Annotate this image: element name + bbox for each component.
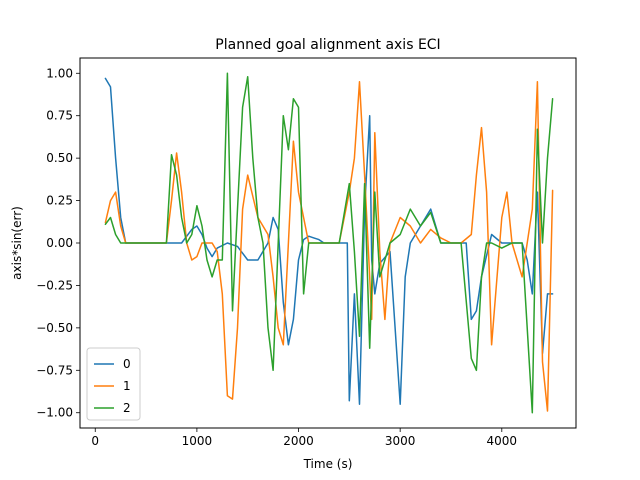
- y-tick-label: −0.75: [36, 363, 73, 377]
- y-tick-label: 0.25: [46, 194, 73, 208]
- y-tick-label: −0.25: [36, 278, 73, 292]
- series-layer: [104, 72, 554, 414]
- legend: 0 1 2: [86, 347, 141, 421]
- y-tick-label: 1.00: [46, 66, 73, 80]
- x-axis-label: Time (s): [303, 457, 353, 471]
- legend-label: 1: [123, 379, 131, 393]
- y-tick-label: −1.00: [36, 406, 73, 420]
- x-tick-label: 3000: [385, 434, 416, 448]
- series-2-line: [104, 72, 554, 414]
- y-axis: −1.00 −0.75 −0.50 −0.25 0.00 0.25 0.50 0.75 1.00: [36, 66, 80, 420]
- x-tick-label: 0: [91, 434, 99, 448]
- y-axis-label: axis*sin(err): [10, 206, 24, 280]
- x-tick-label: 4000: [487, 434, 518, 448]
- x-tick-label: 1000: [182, 434, 213, 448]
- y-tick-label: 0.50: [46, 151, 73, 165]
- y-tick-label: 0.75: [46, 109, 73, 123]
- legend-label: 2: [123, 401, 131, 415]
- x-tick-label: 2000: [283, 434, 314, 448]
- y-tick-label: −0.50: [36, 321, 73, 335]
- x-axis: 0 1000 2000 3000 4000: [91, 428, 517, 448]
- legend-label: 0: [123, 357, 131, 371]
- chart-title: Planned goal alignment axis ECI: [215, 37, 440, 53]
- legend-box: [86, 347, 141, 421]
- y-tick-label: 0.00: [46, 236, 73, 250]
